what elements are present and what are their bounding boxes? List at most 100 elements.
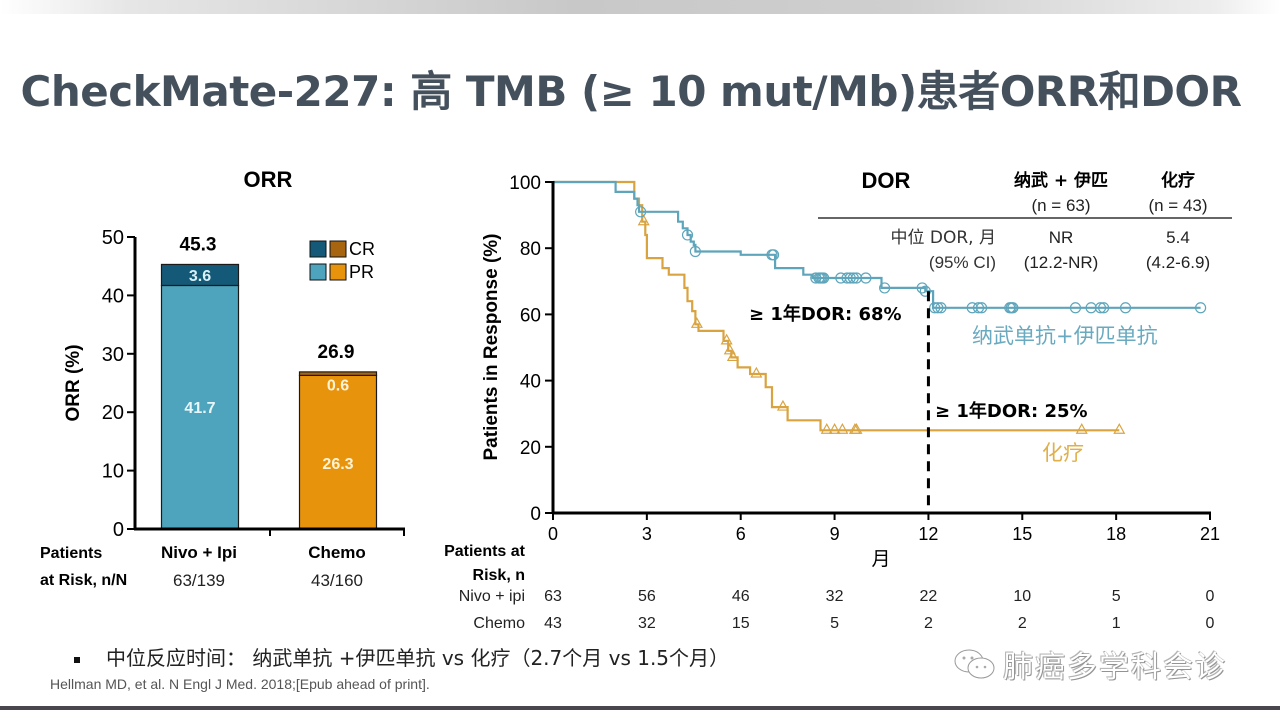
- km-x-tick-label: 0: [548, 524, 558, 544]
- bar-label-cr: 0.6: [327, 377, 349, 394]
- km-par-value-nivo: 63: [544, 588, 562, 605]
- censor-mark-nivo: [767, 249, 780, 261]
- km-y-tick-label: 20: [520, 438, 541, 459]
- censor-mark-chemo: [820, 423, 833, 434]
- km-x-tick-label: 21: [1200, 524, 1220, 544]
- censor-mark-nivo: [1098, 302, 1110, 314]
- km-par-value-chemo: 32: [638, 615, 656, 632]
- censor-mark-chemo: [850, 423, 863, 434]
- censor-mark-nivo: [850, 272, 863, 284]
- censor-mark-nivo: [919, 285, 931, 297]
- orr-y-tick-label: 0: [113, 519, 124, 541]
- annotation-nivo-1yr: ≥ 1年DOR: 68%: [749, 303, 902, 325]
- km-par-value-nivo: 0: [1206, 588, 1215, 605]
- bar-label-pr: 26.3: [322, 456, 353, 473]
- dor-median-chemo: 5.4: [1166, 228, 1190, 247]
- censor-mark-nivo: [916, 282, 928, 294]
- censor-mark-nivo: [818, 272, 830, 284]
- km-par-value-nivo: 46: [732, 588, 750, 605]
- slide-title: CheckMate-227: 高 TMB (≥ 10 mut/Mb)患者ORR和…: [20, 67, 1242, 116]
- censor-mark-nivo: [976, 302, 988, 314]
- km-y-tick-label: 60: [520, 305, 541, 326]
- km-par-value-chemo: 2: [1018, 615, 1027, 632]
- km-par-value-nivo: 22: [920, 588, 938, 605]
- legend-swatch-chemo-cr: [329, 240, 347, 258]
- censor-mark-nivo: [1085, 302, 1097, 314]
- censor-mark-nivo: [810, 272, 822, 284]
- censor-mark-nivo: [1069, 302, 1082, 314]
- dor-table-title: DOR: [862, 168, 911, 193]
- km-curve-chemo: [553, 180, 1120, 432]
- km-x-ticks: 0 3 6 9 12 15 18 21: [548, 513, 1220, 544]
- censor-mark-chemo: [828, 423, 841, 434]
- censor-mark-nivo: [935, 302, 947, 314]
- watermark-text: 肺癌多学科会诊: [1003, 650, 1227, 685]
- bar-total-label: 45.3: [180, 234, 217, 255]
- km-par-values: 63 56 46 32 22 10 5 043 32 15 5 2 2 1 0: [544, 588, 1214, 632]
- km-par-value-chemo: 0: [1206, 615, 1215, 632]
- km-y-tick-label: 100: [509, 173, 541, 194]
- km-x-axis-label: 月: [871, 548, 890, 570]
- censor-mark-chemo: [637, 214, 650, 226]
- censor-mark-nivo: [835, 272, 847, 284]
- orr-legend: CR PR: [309, 239, 375, 282]
- wechat-icon: [953, 648, 997, 690]
- orr-y-tick-label: 10: [102, 461, 124, 483]
- dor-median-nivo: NR: [1049, 228, 1074, 247]
- km-par-value-chemo: 2: [924, 615, 933, 632]
- orr-y-tick-label: 20: [102, 402, 124, 424]
- censor-mark-nivo: [681, 229, 694, 241]
- km-y-tick-label: 0: [530, 504, 541, 525]
- censor-mark-nivo: [1195, 302, 1207, 314]
- km-par-value-nivo: 5: [1112, 588, 1121, 605]
- dor-row-label-1: 中位 DOR, 月: [891, 228, 997, 248]
- legend-cr: CR: [349, 239, 375, 259]
- km-y-axis-label: Patients in Response (%): [481, 234, 502, 461]
- dor-table: DOR 纳武 + 伊匹 化疗 (n = 63) (n = 43) 中位 DOR,…: [818, 168, 1232, 272]
- km-curve-nivo: [553, 180, 1201, 309]
- bar-chemo-cr: [298, 371, 378, 377]
- orr-category-nivo: Nivo + Ipi: [161, 543, 237, 562]
- km-par-value-nivo: 10: [1013, 588, 1031, 605]
- orr-bars: 41.7 3.6 45.3 26.3 0.6 26.9: [160, 234, 378, 530]
- orr-par-label-1: Patients: [40, 545, 102, 562]
- bullet-marker: [74, 656, 80, 663]
- orr-y-tick-label: 30: [102, 344, 124, 366]
- bottom-bar: [0, 706, 1280, 710]
- orr-y-axis-label: ORR (%): [63, 344, 84, 421]
- censor-mark-nivo: [932, 302, 944, 314]
- km-par-label-2: Risk, n: [473, 567, 525, 584]
- censor-mark-chemo: [776, 399, 789, 411]
- censor-mark-nivo: [879, 282, 891, 294]
- km-y-ticks: 0 20 40 60 80 100: [509, 173, 553, 525]
- bar-chemo-pr: [298, 374, 378, 530]
- dor-col-header-nivo: 纳武 + 伊匹: [1014, 170, 1108, 191]
- legend-swatch-nivo-cr: [309, 240, 327, 258]
- top-gradient-bar: [0, 0, 1280, 14]
- censor-mark-chemo: [726, 350, 739, 362]
- bar-total-label: 26.9: [318, 342, 355, 363]
- censor-mark-chemo: [750, 366, 763, 378]
- censor-mark-nivo: [844, 272, 856, 284]
- km-x-tick-label: 9: [830, 524, 840, 544]
- censor-mark-nivo: [966, 302, 978, 314]
- censor-mark-nivo: [847, 272, 859, 284]
- series-label-chemo: 化疗: [1042, 441, 1084, 465]
- censor-mark-nivo: [634, 206, 647, 218]
- bar-label-cr: 3.6: [189, 268, 211, 285]
- orr-par-nivo: 63/139: [173, 571, 225, 590]
- dor-col-n-nivo: (n = 63): [1031, 196, 1090, 215]
- orr-y-tick-label: 40: [102, 285, 124, 307]
- dor-col-n-chemo: (n = 43): [1148, 196, 1207, 215]
- km-y-tick-label: 40: [520, 372, 541, 393]
- censor-mark-nivo: [689, 245, 701, 258]
- bullet-text: 中位反应时间： 纳武单抗 +伊匹单抗 vs 化疗（2.7个月 vs 1.5个月）: [106, 646, 730, 670]
- censor-mark-chemo: [1075, 423, 1088, 434]
- dor-ci-chemo: (4.2-6.9): [1146, 253, 1210, 272]
- km-par-value-chemo: 43: [544, 615, 562, 632]
- km-curves: [553, 180, 1207, 434]
- km-x-tick-label: 3: [642, 524, 652, 544]
- km-x-tick-label: 6: [736, 524, 746, 544]
